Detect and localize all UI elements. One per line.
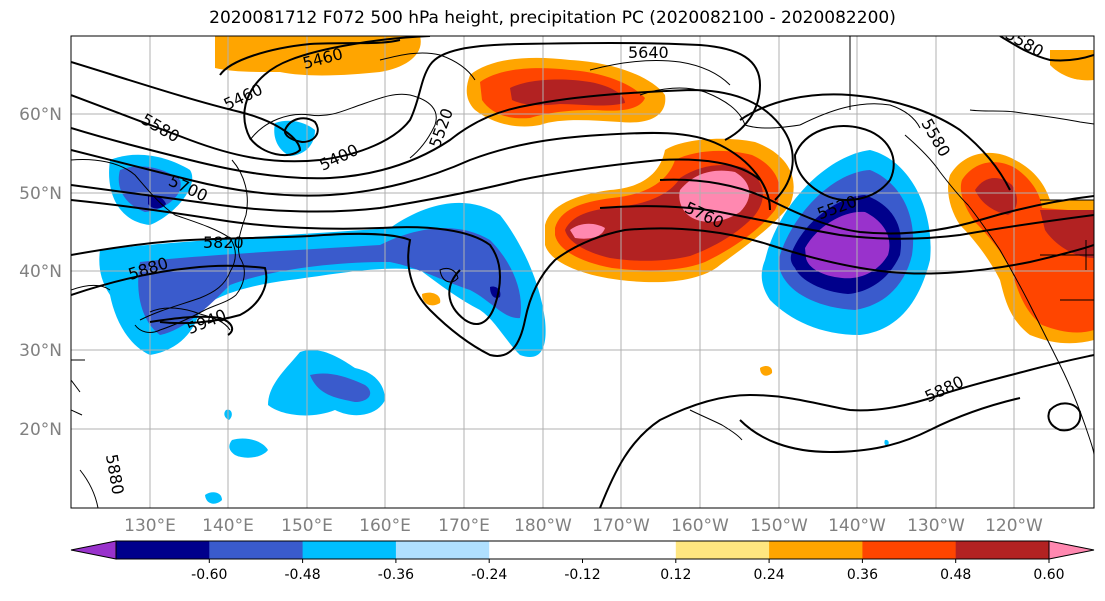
latitude-labels: 60°N 50°N 40°N 30°N 20°N <box>19 105 62 440</box>
lon-label: 180°W <box>514 516 572 536</box>
lat-label: 20°N <box>19 420 62 440</box>
colorbar-cell <box>209 541 304 559</box>
contour-label: 5820 <box>203 233 244 252</box>
lon-label: 130°E <box>124 516 176 536</box>
lat-label: 30°N <box>19 341 62 361</box>
colorbar-cell <box>395 541 490 559</box>
colorbar-tick-label: 0.24 <box>754 567 785 583</box>
contour-label: 5640 <box>628 43 669 62</box>
lon-label: 130°W <box>907 516 965 536</box>
map-panel: 5460 5460 5400 5520 5640 5580 5580 5580 … <box>71 36 1094 508</box>
colorbar-extend-right <box>1049 541 1094 559</box>
lon-label: 150°W <box>750 516 808 536</box>
lon-label: 170°E <box>438 516 490 536</box>
colorbar-tick-label: -0.24 <box>471 567 507 583</box>
colorbar-cell <box>582 541 677 559</box>
colorbar-extend-left <box>71 541 116 559</box>
lon-label: 120°W <box>985 516 1043 536</box>
precip-negative-shading <box>99 120 931 504</box>
longitude-labels: 130°E 140°E 150°E 160°E 170°E 180°W 170°… <box>124 516 1043 536</box>
colorbar-cell <box>862 541 957 559</box>
lon-label: 140°E <box>202 516 254 536</box>
colorbar-cells <box>71 541 1094 559</box>
colorbar-cell <box>116 541 210 559</box>
colorbar-tick-label: -0.36 <box>378 567 414 583</box>
lat-label: 50°N <box>19 184 62 204</box>
lon-label: 160°W <box>671 516 729 536</box>
height-contours <box>71 36 1094 508</box>
precip-positive-shading <box>215 36 1094 376</box>
colorbar-tick-label: 0.48 <box>940 567 971 583</box>
lon-label: 140°W <box>828 516 886 536</box>
lon-label: 150°E <box>281 516 333 536</box>
lat-label: 60°N <box>19 105 62 125</box>
colorbar-tick-label: -0.48 <box>284 567 320 583</box>
colorbar-tick-label: 0.12 <box>660 567 691 583</box>
colorbar-tick-label: 0.36 <box>847 567 878 583</box>
colorbar-cell <box>489 541 583 559</box>
colorbar-cell <box>955 541 1050 559</box>
map-title: 2020081712 F072 500 hPa height, precipit… <box>209 8 896 28</box>
colorbar-cell <box>302 541 397 559</box>
lon-label: 170°W <box>592 516 650 536</box>
lat-label: 40°N <box>19 262 62 282</box>
colorbar-tick-label: -0.60 <box>191 567 227 583</box>
colorbar: -0.60 -0.48 -0.36 -0.24 -0.12 0.12 0.24 0.36 0.4… <box>70 540 1095 583</box>
lon-label: 160°E <box>359 516 411 536</box>
coastlines <box>71 36 1094 508</box>
colorbar-ticks: -0.60 -0.48 -0.36 -0.24 -0.12 0.12 0.24 0.36 0.4… <box>191 559 1065 583</box>
colorbar-cell <box>769 541 863 559</box>
map-frame <box>70 35 1095 509</box>
colorbar-cell <box>675 541 770 559</box>
colorbar-tick-label: -0.12 <box>564 567 600 583</box>
colorbar-tick-label: 0.60 <box>1033 567 1064 583</box>
